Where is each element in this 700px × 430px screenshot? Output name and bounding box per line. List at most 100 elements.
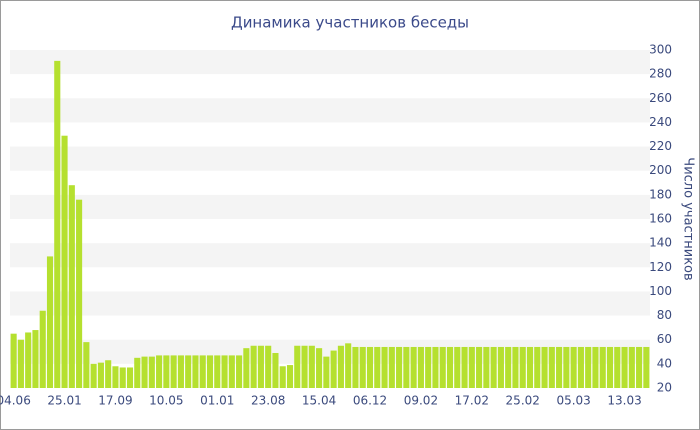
y-tick-label: 20 (657, 381, 672, 395)
bar (170, 355, 177, 388)
grid-band (10, 50, 650, 75)
bar (519, 346, 526, 388)
bar (126, 367, 134, 388)
y-tick-label: 80 (657, 308, 672, 322)
bar (366, 346, 374, 388)
bar (636, 346, 643, 388)
bar (46, 256, 54, 388)
bar (505, 346, 512, 388)
bar (417, 346, 424, 388)
y-tick-label: 240 (649, 115, 672, 129)
bar (134, 357, 141, 388)
grid-band (10, 98, 650, 123)
bar (105, 360, 112, 388)
bar (330, 350, 337, 388)
bar (83, 342, 90, 388)
bar (97, 362, 104, 388)
grid-band (10, 194, 650, 219)
bar (337, 345, 344, 388)
x-tick-label: 17.09 (98, 394, 132, 408)
x-tick-label: 01.01 (200, 394, 234, 408)
x-tick-label: 25.02 (506, 394, 540, 408)
bar (185, 355, 192, 388)
grid-band (10, 243, 650, 268)
bar (250, 345, 257, 388)
bar (141, 356, 148, 388)
bar (228, 355, 235, 388)
bar (308, 345, 315, 388)
bar (403, 346, 410, 388)
bar (570, 346, 577, 388)
bar (359, 346, 366, 388)
bar (61, 135, 68, 388)
y-axis-label: Число участников (681, 157, 696, 280)
bar (76, 199, 83, 388)
bar (177, 355, 184, 388)
bar (345, 343, 352, 388)
bar (199, 355, 206, 388)
y-tick-label: 140 (649, 236, 672, 250)
bar (10, 333, 17, 388)
bar (279, 366, 286, 388)
bar (577, 346, 584, 388)
x-tick-label: 23.08 (251, 394, 285, 408)
bar (265, 345, 272, 388)
bar (119, 367, 126, 388)
bar (316, 348, 323, 388)
bar (541, 346, 548, 388)
bar (432, 346, 439, 388)
bar (236, 355, 243, 388)
bar (585, 346, 592, 388)
bar (497, 346, 504, 388)
bar (206, 355, 214, 388)
bar (548, 346, 555, 388)
y-tick-label: 180 (649, 187, 672, 201)
bar (512, 346, 519, 388)
bar (439, 346, 446, 388)
bar (381, 346, 388, 388)
y-tick-label: 60 (657, 332, 672, 346)
bar (323, 356, 330, 388)
bar (461, 346, 468, 388)
x-tick-label: 10.05 (149, 394, 183, 408)
y-tick-label: 300 (649, 43, 672, 57)
y-tick-label: 160 (649, 212, 672, 226)
x-tick-label: 06.12 (353, 394, 387, 408)
bar (396, 346, 403, 388)
bar (192, 355, 199, 388)
bar (156, 355, 163, 388)
bar (388, 346, 395, 388)
bar (374, 346, 381, 388)
bar (563, 346, 570, 388)
bar (534, 346, 541, 388)
x-tick-label: 17.02 (455, 394, 489, 408)
bar (148, 356, 155, 388)
bar (39, 310, 46, 388)
bar (490, 346, 497, 388)
y-tick-label: 280 (649, 67, 672, 81)
chart-title: Динамика участников беседы (231, 14, 469, 32)
bar (599, 346, 606, 388)
y-tick-label: 220 (649, 139, 672, 153)
bar (592, 346, 599, 388)
bar (286, 365, 294, 388)
bar (526, 346, 534, 388)
bar (112, 366, 119, 388)
bar (294, 345, 301, 388)
bar (90, 363, 97, 388)
bar (468, 346, 475, 388)
bar (243, 348, 250, 388)
bar (606, 346, 614, 388)
bar (446, 346, 454, 388)
x-tick-label: 04.06 (0, 394, 31, 408)
bar (17, 339, 24, 388)
grid-band (10, 291, 650, 316)
bar (163, 355, 170, 388)
y-tick-label: 100 (649, 284, 672, 298)
bar (32, 330, 39, 388)
bar (476, 346, 483, 388)
bar (621, 346, 628, 388)
bar (410, 346, 417, 388)
bar (454, 346, 461, 388)
